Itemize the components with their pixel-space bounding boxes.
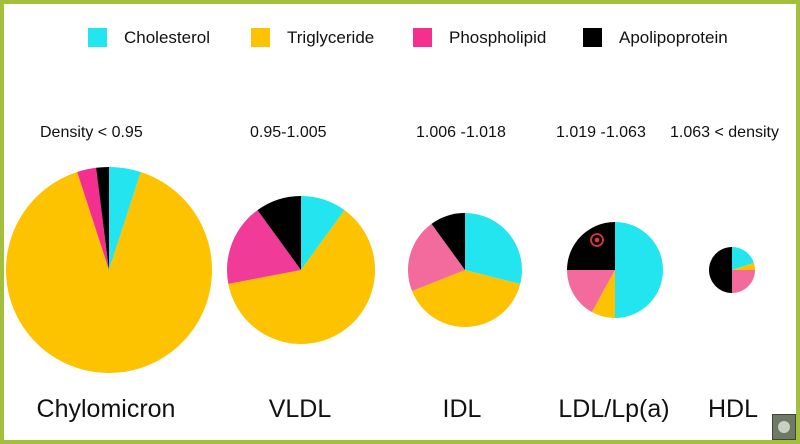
legend-phospholipid-swatch <box>413 28 432 47</box>
vldl-slice-triglyceride <box>228 210 375 344</box>
idl-slice-triglyceride <box>412 270 521 328</box>
idl-density-label: 1.006 -1.018 <box>416 124 506 141</box>
vldl-density-label: 0.95-1.005 <box>250 124 327 141</box>
ldl-lp-a-slice-phospholipid <box>567 270 615 313</box>
legend-apolipoprotein-swatch <box>583 28 602 47</box>
chylomicron-slice-phospholipid <box>77 167 109 270</box>
legend-triglyceride-label: Triglyceride <box>287 28 374 47</box>
legend-cholesterol-swatch <box>88 28 107 47</box>
hdl-slice-cholesterol <box>732 247 754 270</box>
legend-phospholipid-label: Phospholipid <box>449 28 546 47</box>
ldl-lp-a-slice-triglyceride <box>591 270 615 318</box>
hdl-pie: 1.063 < density HDL <box>670 124 779 423</box>
legend-cholesterol-label: Cholesterol <box>124 28 210 47</box>
idl-slice-phospholipid <box>408 223 465 291</box>
ldl-lp-a-name-label: LDL/Lp(a) <box>558 395 669 423</box>
vldl-slice-phospholipid <box>226 210 301 284</box>
target-icon <box>590 233 604 247</box>
ldl-lp-a-pie: 1.019 -1.063 LDL/Lp(a) <box>556 124 670 423</box>
hdl-slice-apolipoprotein <box>709 247 732 293</box>
hdl-density-label: 1.063 < density <box>670 124 779 141</box>
idl-name-label: IDL <box>443 395 482 423</box>
vldl-slice-cholesterol <box>301 196 345 270</box>
hdl-slice-phospholipid <box>732 270 755 293</box>
vldl-name-label: VLDL <box>269 395 332 423</box>
vldl-pie: 0.95-1.005 VLDL <box>226 124 375 423</box>
chylomicron-slice-triglyceride <box>6 172 213 373</box>
chylomicron-name-label: Chylomicron <box>37 395 176 423</box>
chylomicron-density-label: Density < 0.95 <box>40 124 143 141</box>
chylomicron-slice-apolipoprotein <box>96 167 109 270</box>
ldl-lp-a-density-label: 1.019 -1.063 <box>556 124 646 141</box>
chylomicron-pie: Density < 0.95 Chylomicron <box>6 124 213 423</box>
ldl-lp-a-slice-apolipoprotein <box>567 222 615 270</box>
pie-charts: Density < 0.95 Chylomicron 0.95-1.005 VLDL 1… <box>6 124 779 423</box>
vldl-slice-apolipoprotein <box>257 196 301 270</box>
hdl-name-label: HDL <box>708 395 758 423</box>
ldl-lp-a-slice-cholesterol <box>615 222 663 318</box>
legend: Cholesterol Triglyceride Phospholipid Apoli… <box>88 28 728 47</box>
legend-triglyceride-swatch <box>251 28 270 47</box>
chylomicron-slice-cholesterol <box>109 167 141 270</box>
idl-slice-cholesterol <box>465 213 523 285</box>
idl-pie: 1.006 -1.018 IDL <box>408 124 523 423</box>
legend-apolipoprotein-label: Apolipoprotein <box>619 28 728 47</box>
hdl-slice-triglyceride <box>732 262 755 270</box>
corner-logo <box>772 414 796 440</box>
idl-slice-apolipoprotein <box>431 213 465 270</box>
